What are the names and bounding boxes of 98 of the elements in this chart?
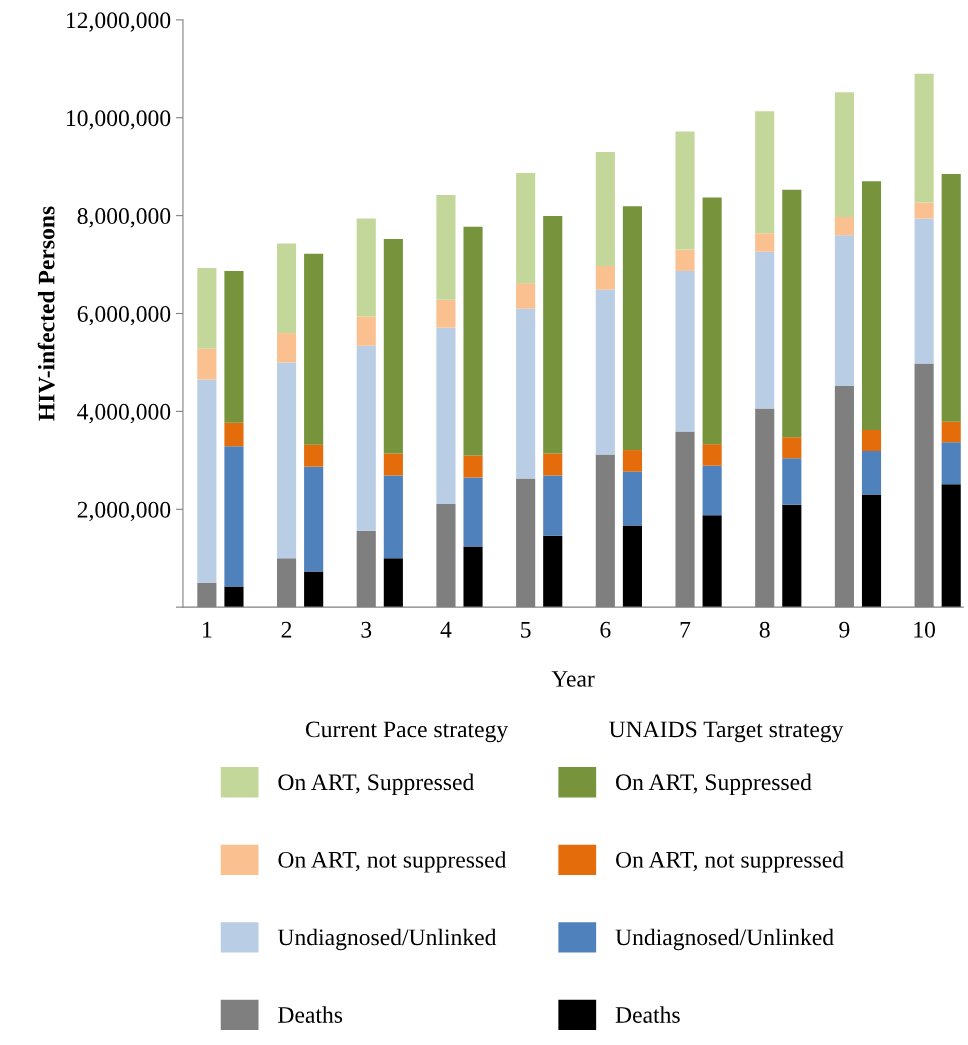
x-tick-label: 10 (914, 621, 936, 638)
bar (755, 251, 775, 409)
bar (304, 466, 324, 572)
bar (782, 458, 802, 505)
bar (861, 451, 882, 495)
bar (436, 195, 456, 300)
bar (436, 327, 456, 504)
bar (834, 217, 854, 236)
bar (383, 475, 403, 559)
bar (304, 571, 324, 608)
bar (224, 446, 244, 587)
y-tick-label: 2,000,000 (77, 501, 171, 522)
legend-label: Deaths (615, 1006, 680, 1023)
bar (516, 308, 536, 479)
bar (595, 289, 615, 455)
bar (543, 216, 563, 454)
text: Current Pace strategy (305, 721, 509, 743)
bar (276, 333, 297, 363)
legend-label: Undiagnosed/Unlinked (615, 928, 834, 951)
bar (383, 453, 403, 476)
x-axis-title: Year (551, 671, 595, 687)
bar (543, 535, 563, 608)
legend-label: On ART, Suppressed (278, 773, 474, 795)
bar (702, 197, 722, 445)
bar (224, 586, 244, 608)
bar (276, 362, 297, 559)
bar (914, 202, 934, 219)
bar (834, 235, 854, 386)
x-tick-label: 3 (361, 621, 372, 638)
bar (914, 73, 934, 203)
bar (622, 471, 642, 526)
bar (702, 515, 722, 608)
bar (224, 270, 244, 423)
bar (383, 239, 403, 454)
bar (383, 558, 403, 608)
bar (914, 218, 934, 364)
x-tick-label: 2 (281, 621, 292, 638)
bar (702, 465, 722, 516)
bar (782, 437, 802, 459)
legend-label: On ART, not suppressed (278, 851, 507, 873)
bar (834, 92, 854, 218)
bar (941, 442, 961, 485)
x-tick-label: 8 (759, 621, 770, 638)
bar (702, 444, 722, 466)
bar (622, 525, 642, 608)
x-tick-label: 1 (203, 621, 212, 638)
bar (436, 299, 456, 328)
bar (675, 249, 695, 271)
bar (782, 189, 802, 438)
bar (861, 429, 882, 452)
x-tick-label: 9 (839, 621, 850, 638)
bar (782, 504, 802, 608)
bar (516, 283, 536, 309)
bar (595, 152, 615, 267)
bar (941, 421, 961, 443)
x-tick-label: 6 (600, 621, 611, 638)
legend-label: On ART, not suppressed (616, 851, 844, 873)
bar (755, 111, 775, 234)
bar (755, 233, 775, 252)
bar (463, 455, 483, 478)
bar (463, 546, 483, 608)
bar (941, 174, 961, 422)
y-tick-label: 10,000,000 (66, 110, 171, 130)
y-tick-label: 6,000,000 (77, 305, 171, 326)
legend-label: Deaths (278, 1006, 343, 1023)
bar (861, 181, 882, 430)
y-tick-label: 8,000,000 (77, 208, 171, 228)
bar (356, 316, 376, 346)
bar (543, 475, 563, 536)
bar (675, 270, 695, 432)
bar (356, 345, 376, 531)
legend-label: Undiagnosed/Unlinked (277, 928, 497, 951)
y-axis-title: HIV-infected Persons (37, 206, 55, 421)
bar (197, 267, 217, 349)
x-tick-label: 4 (440, 621, 452, 638)
bar (595, 266, 615, 290)
bar (941, 484, 961, 608)
x-tick-label: 5 (521, 621, 531, 638)
bar (543, 453, 563, 476)
bar (463, 477, 483, 547)
bar (197, 348, 217, 380)
bar (861, 494, 882, 608)
legend-label: On ART, Suppressed (616, 773, 812, 795)
bar (197, 379, 217, 583)
bar (622, 450, 642, 472)
y-tick-label: 4,000,000 (77, 403, 171, 424)
bar (276, 243, 297, 334)
bar (356, 218, 376, 317)
x-tick-label: 7 (680, 621, 691, 638)
text: UNAIDS Target strategy (609, 721, 844, 743)
bar (675, 131, 695, 250)
bar (463, 226, 483, 456)
bar (224, 422, 244, 447)
y-tick-label: 12,000,000 (66, 12, 171, 32)
bar (622, 206, 642, 451)
bar (304, 253, 324, 445)
bar (516, 173, 536, 284)
bar (304, 444, 324, 467)
